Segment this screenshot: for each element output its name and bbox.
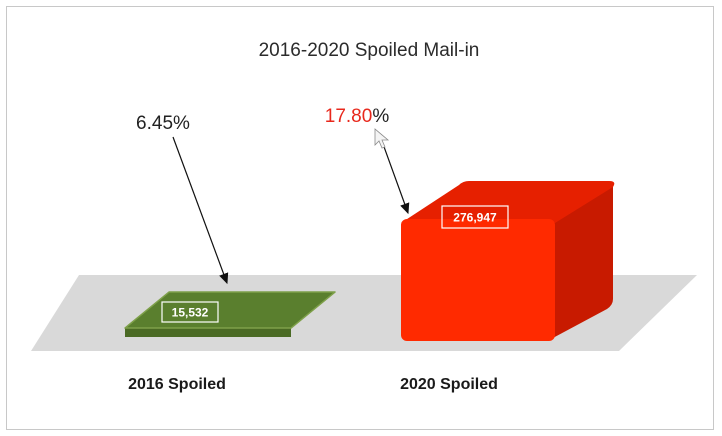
category-label-2020: 2020 Spoiled <box>400 376 498 393</box>
annotation-2020-suffix: % <box>372 106 389 127</box>
annotation-2020-number: 17.80 <box>325 106 373 127</box>
chart-frame: 2016-2020 Spoiled Mail-in 15,532 276,947… <box>6 6 714 430</box>
category-label-2016: 2016 Spoiled <box>128 376 226 393</box>
value-label-2020-text: 276,947 <box>453 211 497 225</box>
mouse-cursor-icon <box>375 129 388 148</box>
annotation-2016-number: 6.45 <box>136 113 173 134</box>
annotation-2016-suffix: % <box>173 113 190 134</box>
chart-svg: 2016-2020 Spoiled Mail-in 15,532 276,947… <box>7 7 715 431</box>
value-label-2016-text: 15,532 <box>172 306 209 320</box>
bar-2020-front <box>401 219 555 341</box>
chart-title: 2016-2020 Spoiled Mail-in <box>259 40 480 61</box>
annotation-arrow-2016 <box>173 137 227 283</box>
annotation-2020: 17.80% <box>325 106 390 127</box>
bar-2020 <box>401 181 614 341</box>
annotation-2016: 6.45% <box>136 113 190 134</box>
bar-2016-side <box>125 328 291 337</box>
